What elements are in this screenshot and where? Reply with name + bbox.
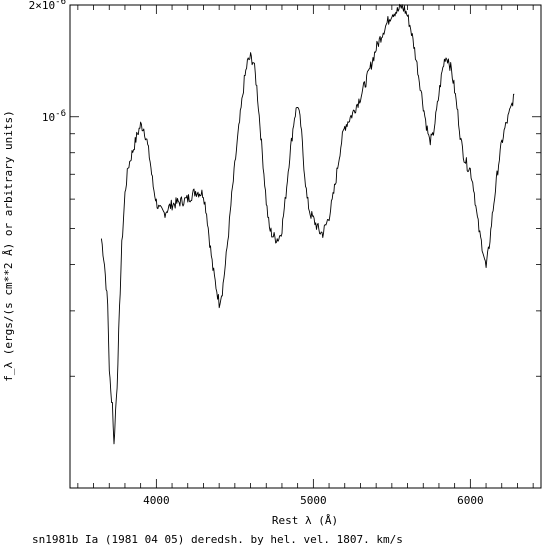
x-tick-label: 6000 [457,494,484,507]
y-axis-label: f_λ (ergs/(s cm**2 Å) or arbitrary units… [2,110,15,382]
y-tick-label: 10-6 [42,109,66,124]
x-tick-labels: 4000 5000 6000 [143,494,484,507]
x-tick-label: 5000 [300,494,327,507]
y-tick-label: 2×10-6 [29,0,66,12]
axis-ticks [70,4,541,489]
chart-caption: sn1981b Ia (1981 04 05) deredsh. by hel.… [32,533,403,546]
x-axis-label: Rest λ (Å) [272,514,338,527]
plot-frame [69,4,542,489]
x-tick-label: 4000 [143,494,170,507]
y-tick-labels: 10-6 2×10-6 [29,0,66,124]
spectrum-line [100,3,515,445]
